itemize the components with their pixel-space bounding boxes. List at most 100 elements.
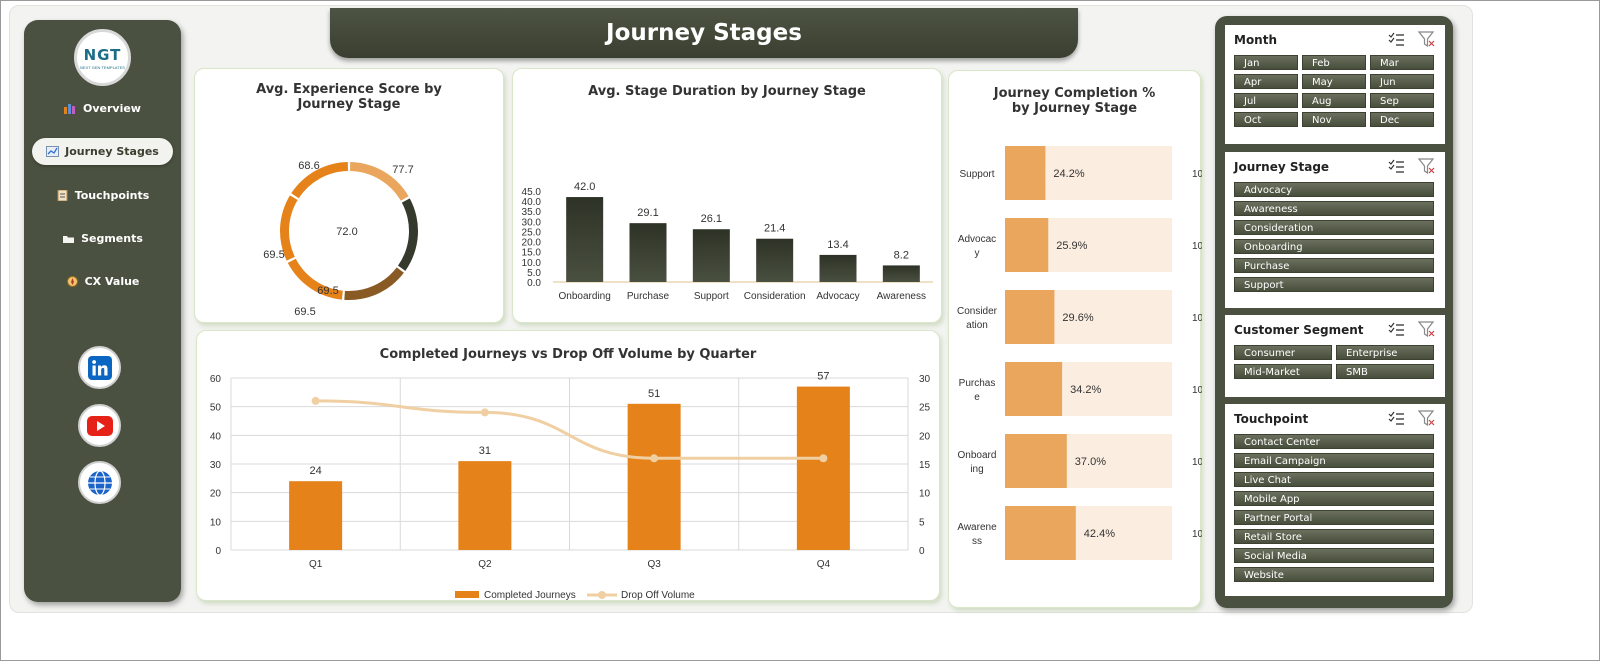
bar-data-label: 24: [310, 465, 322, 477]
slicer-item[interactable]: SMB: [1336, 364, 1434, 379]
slicer-item[interactable]: Contact Center: [1234, 434, 1434, 449]
sidebar-item-overview[interactable]: Overview: [32, 95, 173, 122]
slicer-item[interactable]: Retail Store: [1234, 529, 1434, 544]
linkedin-button[interactable]: [78, 346, 121, 389]
slicer-item[interactable]: Feb: [1302, 55, 1366, 70]
slicer-item[interactable]: Jan: [1234, 55, 1298, 70]
drop-off-line: [315, 399, 824, 460]
x-tick-label: Awareness: [877, 291, 926, 302]
ngt-logo: NGT NEXT GEN TEMPLATES: [74, 29, 131, 86]
clear-filter-icon[interactable]: [1417, 158, 1435, 175]
multi-select-icon[interactable]: [1388, 322, 1405, 338]
slicer-item[interactable]: Jun: [1370, 74, 1434, 89]
donut-slice: [287, 258, 343, 300]
quarter-combo-chart: 0 10 20 30 40 50 60 0 5 10 15 20 25 30 24 Q1 31 Q2 51 Q3 57 Q…: [210, 371, 931, 601]
clear-filter-icon[interactable]: [1417, 321, 1435, 338]
x-tick-label: Q4: [817, 559, 831, 570]
y-tick-label: Support: [959, 169, 994, 180]
slicer-item[interactable]: Advocacy: [1234, 182, 1434, 197]
website-button[interactable]: [78, 461, 121, 504]
bar-data-label: 13.4: [827, 239, 848, 251]
slicer-item[interactable]: Oct: [1234, 112, 1298, 127]
slicer-item[interactable]: Social Media: [1234, 548, 1434, 563]
slicer-item[interactable]: Mar: [1370, 55, 1434, 70]
y2-tick-label: 30: [919, 374, 931, 385]
completion-total-label: 100%: [1192, 385, 1202, 396]
legend-swatch-bar: [455, 591, 479, 598]
slicer-item[interactable]: Nov: [1302, 112, 1366, 127]
linkedin-icon: [87, 355, 112, 380]
legend-label: Completed Journeys: [484, 590, 576, 601]
y-tick-label: 0: [215, 546, 221, 557]
slicer-item[interactable]: Consideration: [1234, 220, 1434, 235]
clear-filter-icon[interactable]: [1417, 31, 1435, 48]
youtube-button[interactable]: [78, 404, 121, 447]
x-tick-label: Support: [694, 291, 729, 302]
completion-total-label: 100%: [1192, 457, 1202, 468]
slicer-item[interactable]: Support: [1234, 277, 1434, 292]
donut-data-label: 69.5: [317, 285, 338, 297]
slicer-item[interactable]: Awareness: [1234, 201, 1434, 216]
sidebar-item-touchpoints[interactable]: Touchpoints: [32, 182, 173, 209]
slicer-item[interactable]: Website: [1234, 567, 1434, 582]
sidebar-item-label: Journey Stages: [65, 145, 159, 158]
sidebar-item-journey-stages[interactable]: Journey Stages: [32, 138, 173, 165]
slicer-item[interactable]: Onboarding: [1234, 239, 1434, 254]
duration-bar: [756, 238, 794, 282]
bar-data-label: 57: [817, 371, 829, 383]
bar-data-label: 29.1: [637, 207, 658, 219]
y-tick-label: Purchas: [959, 378, 996, 389]
chart-title: Avg. Stage Duration by Journey Stage: [588, 84, 866, 99]
sidebar: NGT NEXT GEN TEMPLATES Overview Journey …: [24, 20, 181, 602]
clear-filter-icon[interactable]: [1417, 410, 1435, 427]
x-tick-label: Onboarding: [559, 291, 611, 302]
y-tick-label: 15.0: [522, 248, 542, 259]
drop-off-point: [480, 408, 489, 417]
sidebar-item-segments[interactable]: Segments: [32, 225, 173, 252]
slicer-item[interactable]: Partner Portal: [1234, 510, 1434, 525]
slicer-item[interactable]: Aug: [1302, 93, 1366, 108]
slicer-title: Touchpoint: [1234, 412, 1309, 426]
bar-data-label: 31: [479, 445, 491, 457]
multi-select-icon[interactable]: [1388, 32, 1405, 48]
bar-data-label: 26.1: [701, 213, 722, 225]
completed-journeys-bar: [458, 461, 512, 550]
stage-duration-card: Avg. Stage Duration by Journey Stage 0.0…: [512, 68, 942, 323]
slicer-item[interactable]: Mid-Market: [1234, 364, 1332, 379]
slicer-item[interactable]: Mobile App: [1234, 491, 1434, 506]
clipboard-icon: [56, 189, 69, 202]
bar-chart-icon: [64, 103, 77, 114]
slicer-item[interactable]: Consumer: [1234, 345, 1332, 360]
slicer-item[interactable]: Sep: [1370, 93, 1434, 108]
filter-panel: Month Jan Feb Mar Apr May Jun Jul Aug Sep Oct Nov D…: [1215, 16, 1453, 608]
slicer-item[interactable]: Purchase: [1234, 258, 1434, 273]
completion-total-label: 100%: [1192, 169, 1202, 180]
multi-select-icon[interactable]: [1388, 411, 1405, 427]
donut-data-label: 77.7: [392, 164, 413, 176]
y2-tick-label: 25: [919, 403, 931, 414]
slicer-item[interactable]: Dec: [1370, 112, 1434, 127]
slicer-item[interactable]: Enterprise: [1336, 345, 1434, 360]
multi-select-icon[interactable]: [1388, 159, 1405, 175]
globe-icon: [87, 469, 112, 496]
slicer-item[interactable]: Jul: [1234, 93, 1298, 108]
youtube-icon: [86, 415, 113, 436]
bar-data-label: 51: [648, 388, 660, 400]
completion-bar: [1005, 362, 1063, 416]
folder-icon: [62, 233, 75, 244]
slicer-item[interactable]: Email Campaign: [1234, 453, 1434, 468]
y-tick-label: 20: [210, 489, 222, 500]
slicer-item[interactable]: Live Chat: [1234, 472, 1434, 487]
slicer-item[interactable]: May: [1302, 74, 1366, 89]
completion-bar: [1005, 434, 1067, 488]
y2-tick-label: 15: [919, 460, 931, 471]
y-tick-label: Consider: [957, 306, 998, 317]
sidebar-item-cx-value[interactable]: CX Value: [32, 268, 173, 295]
slicer-journey-stage: Journey Stage Advocacy Awareness Considera…: [1225, 152, 1445, 308]
slicer-item[interactable]: Apr: [1234, 74, 1298, 89]
drop-off-point: [819, 454, 828, 463]
x-tick-label: Q2: [478, 559, 492, 570]
bar-data-label: 42.0: [574, 181, 595, 193]
y-tick-label: 0.0: [527, 278, 541, 289]
y-tick-label: e: [974, 392, 980, 403]
